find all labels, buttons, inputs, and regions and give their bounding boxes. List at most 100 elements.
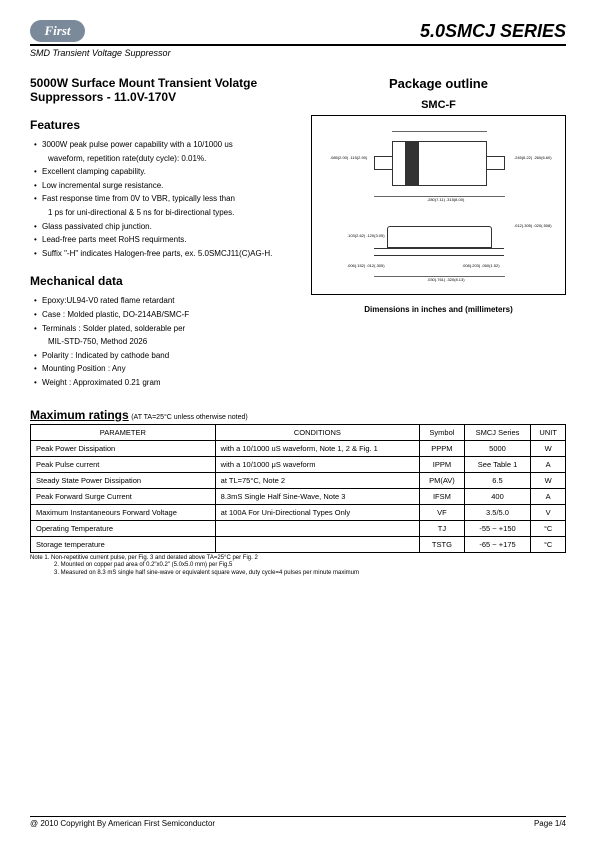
table-cell: Steady State Power Dissipation: [31, 472, 216, 488]
table-cell: IFSM: [420, 488, 465, 504]
right-column: Package outline SMC-F .085(2.00) .115(2.…: [311, 76, 566, 390]
table-cell: A: [531, 488, 566, 504]
table-cell: IPPM: [420, 456, 465, 472]
feature-item: 1 ps for uni-directional & 5 ns for bi-d…: [34, 206, 296, 220]
table-cell: PM(AV): [420, 472, 465, 488]
table-row: Peak Power Dissipationwith a 10/1000 uS …: [31, 440, 566, 456]
package-side-base: [374, 248, 504, 256]
feature-item: Excellent clamping capability.: [34, 165, 296, 179]
table-cell: at 100A For Uni-Directional Types Only: [215, 504, 419, 520]
mechanical-item: Weight : Approximated 0.21 gram: [34, 376, 296, 390]
table-cell: 6.5: [464, 472, 531, 488]
table-row: Maximum Instantaneours Forward Voltageat…: [31, 504, 566, 520]
copyright-text: @ 2010 Copyright By American First Semic…: [30, 819, 215, 828]
package-lead-right: [487, 156, 505, 170]
package-top-view: [392, 141, 487, 186]
page-number: Page 1/4: [534, 819, 566, 828]
package-side-view: [387, 226, 492, 256]
table-cell: Peak Pulse current: [31, 456, 216, 472]
ratings-section: Maximum ratings (AT TA=25°C unless other…: [30, 408, 566, 578]
mechanical-item: Terminals : Solder plated, solderable pe…: [34, 322, 296, 336]
table-cell: at TL=75°C, Note 2: [215, 472, 419, 488]
feature-item: 3000W peak pulse power capability with a…: [34, 138, 296, 152]
table-header-cell: SMCJ Series: [464, 424, 531, 440]
feature-item: Lead-free parts meet RoHS requirments.: [34, 233, 296, 247]
mechanical-item: Epoxy:UL94-V0 rated flame retardant: [34, 294, 296, 308]
table-cell: -65 ~ +175: [464, 536, 531, 552]
table-header-cell: PARAMETER: [31, 424, 216, 440]
main-heading: 5000W Surface Mount Transient Volatge Su…: [30, 76, 296, 104]
table-cell: [215, 536, 419, 552]
ratings-table: PARAMETERCONDITIONSSymbolSMCJ SeriesUNIT…: [30, 424, 566, 553]
table-body: Peak Power Dissipationwith a 10/1000 uS …: [31, 440, 566, 552]
ratings-heading: Maximum ratings: [30, 408, 129, 422]
table-row: Peak Pulse currentwith a 10/1000 μS wave…: [31, 456, 566, 472]
table-row: Peak Forward Surge Current8.3mS Single H…: [31, 488, 566, 504]
dim-label: .103(2.62) .120(3.05): [347, 234, 385, 238]
table-row: Steady State Power Dissipationat TL=75°C…: [31, 472, 566, 488]
table-cell: [215, 520, 419, 536]
table-cell: -55 ~ +150: [464, 520, 531, 536]
logo-text: First: [44, 23, 70, 39]
package-subheading: SMC-F: [311, 99, 566, 111]
dim-label: .085(2.00) .115(2.90): [330, 156, 367, 160]
mechanical-heading: Mechanical data: [30, 274, 296, 288]
table-cell: TJ: [420, 520, 465, 536]
table-cell: Peak Forward Surge Current: [31, 488, 216, 504]
table-row: Operating Temperature TJ-55 ~ +150°C: [31, 520, 566, 536]
left-column: 5000W Surface Mount Transient Volatge Su…: [30, 76, 296, 390]
dimensions-note: Dimensions in inches and (millimeters): [311, 305, 566, 314]
page-header: First 5.0SMCJ SERIES: [30, 20, 566, 46]
table-cell: Operating Temperature: [31, 520, 216, 536]
features-list: 3000W peak pulse power capability with a…: [30, 138, 296, 260]
dim-label: .245(6.22) .260(6.60): [514, 156, 552, 160]
document-subtitle: SMD Transient Voltage Suppressor: [30, 48, 566, 58]
mechanical-item: Polarity : Indicated by cathode band: [34, 349, 296, 363]
company-logo: First: [30, 20, 85, 42]
table-cell: 8.3mS Single Half Sine-Wave, Note 3: [215, 488, 419, 504]
ratings-condition: (AT TA=25°C unless otherwise noted): [131, 414, 247, 421]
table-cell: with a 10/1000 μS waveform: [215, 456, 419, 472]
table-cell: 400: [464, 488, 531, 504]
table-cell: Maximum Instantaneours Forward Voltage: [31, 504, 216, 520]
mechanical-item: MIL-STD-750, Method 2026: [34, 335, 296, 349]
dim-label: .008(.203) .060(1.52): [462, 264, 500, 268]
table-cell: See Table 1: [464, 456, 531, 472]
package-diagram: .085(2.00) .115(2.90) .245(6.22) .260(6.…: [311, 115, 566, 295]
table-cell: with a 10/1000 uS waveform, Note 1, 2 & …: [215, 440, 419, 456]
mechanical-list: Epoxy:UL94-V0 rated flame retardantCase …: [30, 294, 296, 389]
dim-label: .030(.761) .320(8.13): [427, 278, 465, 282]
cathode-band: [405, 142, 419, 185]
table-cell: Peak Power Dissipation: [31, 440, 216, 456]
note-1: Note 1. Non-repetitive current pulse, pe…: [30, 555, 566, 563]
table-cell: °C: [531, 520, 566, 536]
table-cell: W: [531, 440, 566, 456]
table-cell: VF: [420, 504, 465, 520]
table-cell: W: [531, 472, 566, 488]
table-cell: TSTG: [420, 536, 465, 552]
table-cell: A: [531, 456, 566, 472]
note-2: 2. Mounted on copper pad area of 0.2"x0.…: [30, 562, 566, 570]
note-3: 3. Measured on 8.3 mS single half sine-w…: [30, 570, 566, 578]
feature-item: Fast response time from 0V to VBR, typic…: [34, 192, 296, 206]
dim-label: .280(7.11) .315(8.00): [427, 198, 464, 202]
dim-line: [392, 131, 487, 132]
table-notes: Note 1. Non-repetitive current pulse, pe…: [30, 555, 566, 578]
features-heading: Features: [30, 118, 296, 132]
table-cell: PPPM: [420, 440, 465, 456]
feature-item: waveform, repetition rate(duty cycle): 0…: [34, 152, 296, 166]
table-header-cell: Symbol: [420, 424, 465, 440]
dim-label: .006(.152) .012(.305): [347, 264, 385, 268]
package-lead-left: [374, 156, 392, 170]
table-header-row: PARAMETERCONDITIONSSymbolSMCJ SeriesUNIT: [31, 424, 566, 440]
feature-item: Low incremental surge resistance.: [34, 179, 296, 193]
series-title: 5.0SMCJ SERIES: [420, 21, 566, 42]
feature-item: Suffix "-H" indicates Halogen-free parts…: [34, 247, 296, 261]
table-cell: 5000: [464, 440, 531, 456]
page-footer: @ 2010 Copyright By American First Semic…: [30, 816, 566, 828]
table-header-cell: UNIT: [531, 424, 566, 440]
table-cell: 3.5/5.0: [464, 504, 531, 520]
package-side-body: [387, 226, 492, 248]
mechanical-item: Mounting Position : Any: [34, 362, 296, 376]
table-cell: V: [531, 504, 566, 520]
